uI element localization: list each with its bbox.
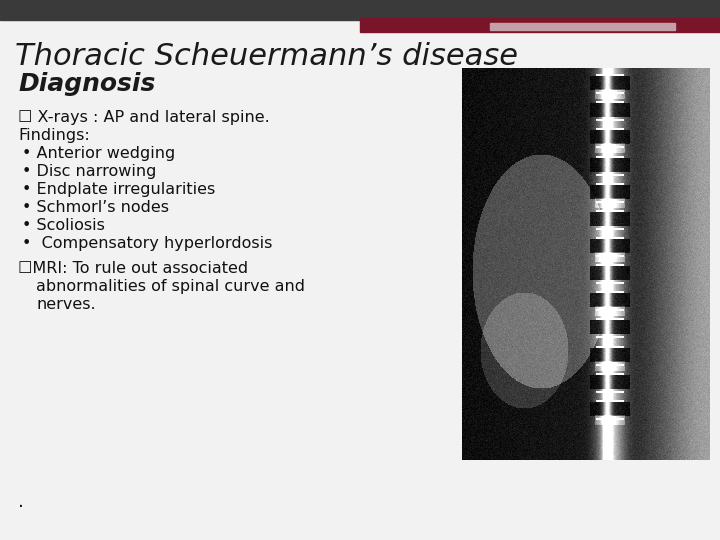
Bar: [490, 23, 675, 30]
Text: .: .: [18, 492, 24, 511]
Text: • Endplate irregularities: • Endplate irregularities: [22, 182, 215, 197]
Text: nerves.: nerves.: [36, 297, 96, 312]
Text: ☐ X-rays : AP and lateral spine.: ☐ X-rays : AP and lateral spine.: [18, 110, 270, 125]
Text: • Anterior wedging: • Anterior wedging: [22, 146, 175, 161]
Text: • Scoliosis: • Scoliosis: [22, 218, 105, 233]
Bar: [360, 18, 720, 32]
Text: • Disc narrowing: • Disc narrowing: [22, 164, 156, 179]
Text: Diagnosis: Diagnosis: [18, 72, 156, 96]
Bar: [0, 0, 720, 20]
Text: Findings:: Findings:: [18, 128, 90, 143]
Text: •  Compensatory hyperlordosis: • Compensatory hyperlordosis: [22, 236, 272, 251]
Text: abnormalities of spinal curve and: abnormalities of spinal curve and: [36, 279, 305, 294]
Text: Thoracic Scheuermann’s disease: Thoracic Scheuermann’s disease: [15, 42, 518, 71]
Text: ☐MRI: To rule out associated: ☐MRI: To rule out associated: [18, 261, 248, 276]
Text: • Schmorl’s nodes: • Schmorl’s nodes: [22, 200, 169, 215]
